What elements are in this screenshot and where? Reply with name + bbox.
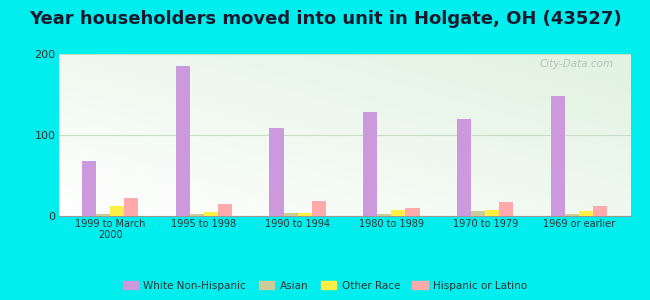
Bar — [377, 214, 391, 216]
Bar — [406, 208, 419, 216]
Bar — [457, 119, 471, 216]
Bar — [579, 211, 593, 216]
Bar — [485, 209, 499, 216]
Bar — [391, 209, 406, 216]
Legend: White Non-Hispanic, Asian, Other Race, Hispanic or Latino: White Non-Hispanic, Asian, Other Race, H… — [118, 277, 532, 295]
Bar — [471, 211, 485, 216]
Bar — [82, 161, 96, 216]
Bar — [96, 214, 110, 216]
Text: Year householders moved into unit in Holgate, OH (43527): Year householders moved into unit in Hol… — [29, 11, 621, 28]
Bar — [190, 214, 204, 216]
Bar — [204, 212, 218, 216]
Bar — [593, 206, 607, 216]
Bar — [551, 96, 565, 216]
Bar — [499, 202, 514, 216]
Bar — [363, 112, 377, 216]
Bar — [218, 204, 232, 216]
Bar — [176, 66, 190, 216]
Bar — [298, 213, 312, 216]
Bar — [110, 206, 124, 216]
Bar — [124, 198, 138, 216]
Bar — [270, 128, 283, 216]
Text: City-Data.com: City-Data.com — [540, 59, 614, 69]
Bar — [312, 201, 326, 216]
Bar — [283, 213, 298, 216]
Bar — [565, 214, 579, 216]
